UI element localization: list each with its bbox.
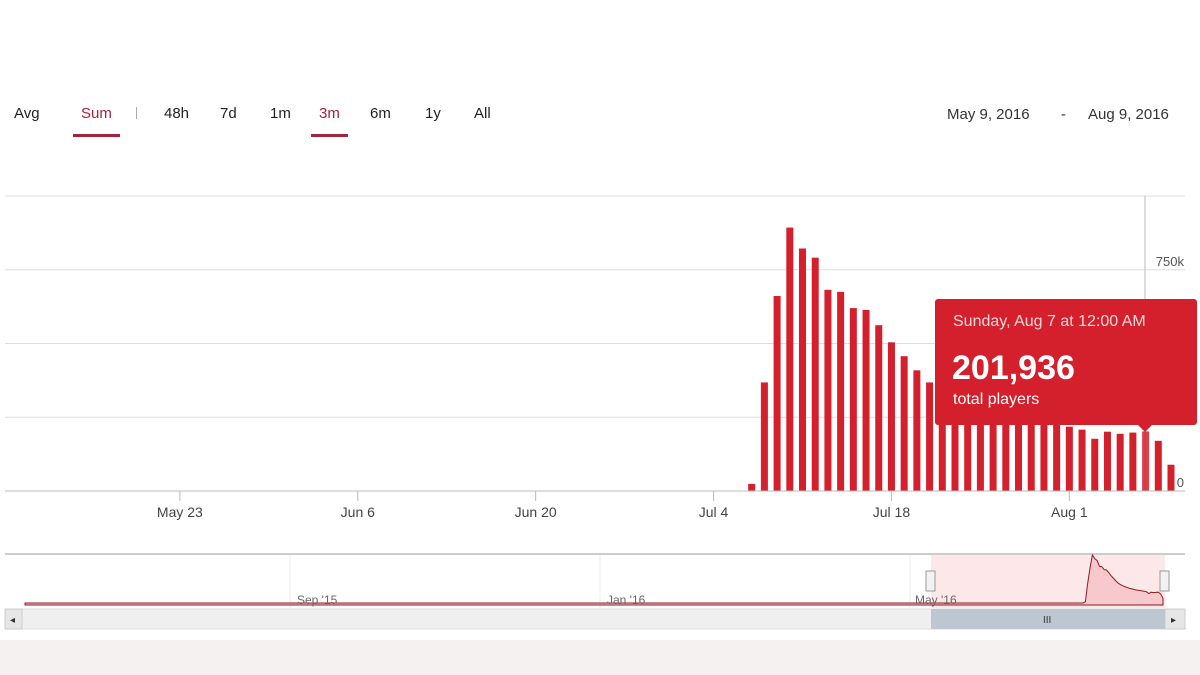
bar[interactable] (1116, 433, 1124, 491)
bar[interactable] (1065, 426, 1073, 491)
tooltip: Sunday, Aug 7 at 12:00 AM 201,936 total … (935, 299, 1197, 432)
bar[interactable] (976, 406, 984, 491)
range-1m-button[interactable]: 1m (270, 105, 291, 122)
x-tick-label: Jul 4 (699, 504, 729, 520)
bar[interactable] (1129, 432, 1137, 491)
bar[interactable] (1103, 431, 1111, 491)
bar[interactable] (938, 390, 946, 491)
bar[interactable] (926, 382, 934, 491)
navigator-label: Sep '15 (297, 593, 338, 607)
bar[interactable] (887, 342, 895, 491)
bar[interactable] (837, 291, 845, 491)
footer-band (0, 640, 1200, 675)
bar[interactable] (875, 325, 883, 491)
bar[interactable] (849, 308, 857, 491)
bar[interactable] (1027, 420, 1035, 491)
arrow-right-icon: ▸ (1171, 615, 1176, 626)
bar[interactable] (786, 227, 794, 491)
grip-icon: III (1043, 615, 1051, 626)
bar[interactable] (964, 402, 972, 492)
mode-sum-button[interactable]: Sum (73, 105, 120, 137)
range-3m-button[interactable]: 3m (311, 105, 348, 137)
x-tick-label: May 23 (157, 504, 203, 520)
scrollbar-thumb[interactable] (931, 609, 1165, 629)
tooltip-label: total players (953, 391, 1040, 408)
arrow-left-icon: ◂ (10, 615, 15, 626)
bar[interactable] (1053, 424, 1061, 491)
date-separator: - (1061, 106, 1066, 123)
bar[interactable] (748, 483, 756, 491)
bar[interactable] (989, 411, 997, 491)
bar[interactable] (824, 289, 832, 491)
bar[interactable] (811, 257, 819, 491)
scroll-left-button[interactable] (4, 608, 23, 630)
bar[interactable] (951, 396, 959, 491)
bar[interactable] (900, 356, 908, 491)
range-7d-button[interactable]: 7d (220, 105, 237, 122)
bar[interactable] (1091, 438, 1099, 491)
y-tick-label: 0 (1177, 475, 1184, 490)
x-tick-label: Jul 18 (873, 504, 911, 520)
x-tick-label: Jun 20 (515, 504, 557, 520)
bar[interactable] (773, 296, 781, 491)
navigator-series (24, 553, 1164, 606)
range-48h-button[interactable]: 48h (164, 105, 190, 122)
tooltip-date: Sunday, Aug 7 at 12:00 AM (953, 313, 1146, 330)
bar[interactable] (1154, 440, 1162, 491)
bar[interactable] (862, 309, 870, 491)
mode-avg-button[interactable]: Avg (14, 105, 40, 122)
bar[interactable] (913, 370, 921, 491)
bar-chart: May 23 Jun 6 Jun 20 Jul 4 Jul 18 Aug 1 0750k … (4, 195, 1186, 630)
bar[interactable] (1002, 414, 1010, 491)
date-to[interactable]: Aug 9, 2016 (1088, 106, 1169, 123)
bar[interactable] (1040, 422, 1048, 491)
range-all-button[interactable]: All (474, 105, 491, 122)
bar[interactable] (760, 382, 768, 491)
bar[interactable] (1142, 431, 1150, 491)
tooltip-value: 201,936 (952, 349, 1075, 387)
date-from[interactable]: May 9, 2016 (947, 106, 1030, 123)
range-1y-button[interactable]: 1y (425, 105, 441, 122)
x-tick-label: Jun 6 (341, 504, 375, 520)
bar[interactable] (1078, 429, 1086, 491)
divider (136, 107, 137, 119)
y-tick-label: 750k (1156, 254, 1185, 269)
bar[interactable] (799, 248, 807, 491)
navigator-left-handle[interactable] (925, 570, 936, 592)
navigator-right-handle[interactable] (1159, 570, 1170, 592)
bar[interactable] (1167, 464, 1175, 491)
navigator-label: Jan '16 (607, 593, 646, 607)
navigator-label: May '16 (915, 593, 957, 607)
x-tick-label: Aug 1 (1051, 504, 1088, 520)
range-6m-button[interactable]: 6m (370, 105, 391, 122)
bar[interactable] (1015, 417, 1023, 491)
